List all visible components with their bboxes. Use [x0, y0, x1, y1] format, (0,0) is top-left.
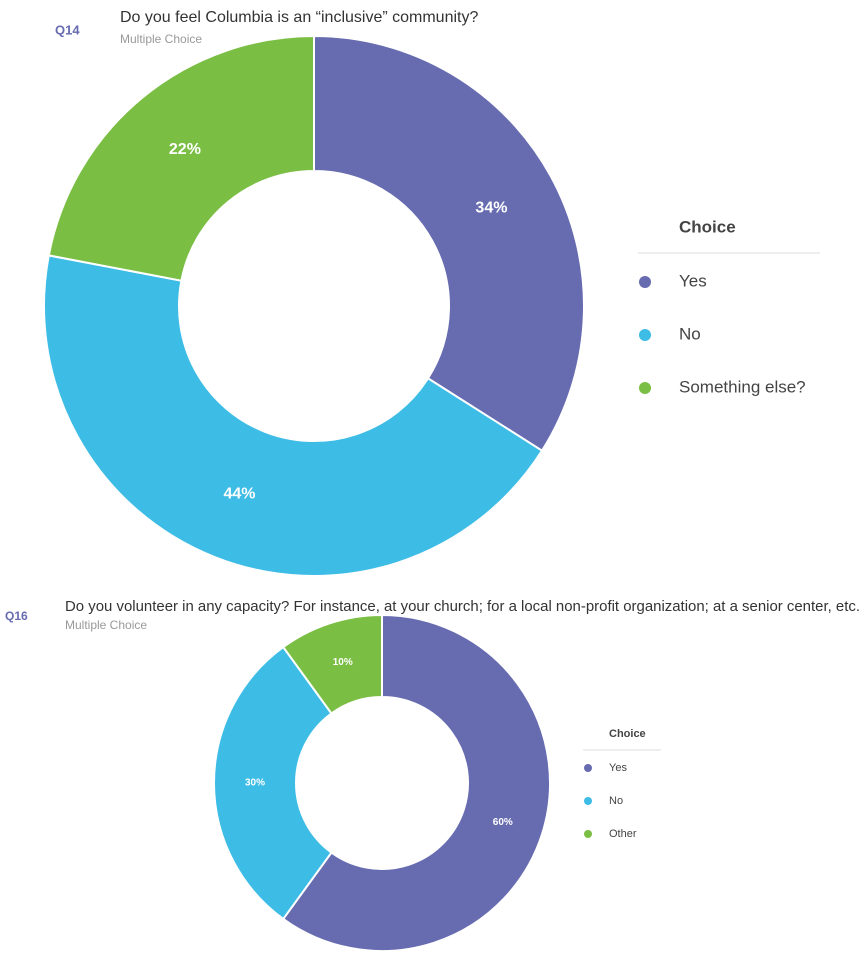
- legend-marker: [584, 830, 592, 838]
- legend-label: Something else?: [679, 377, 806, 396]
- donut-slice: [281, 613, 383, 715]
- donut-slice: [313, 34, 585, 453]
- donut-slice: [213, 645, 333, 921]
- legend-label: No: [609, 795, 623, 807]
- slice-label: 34%: [475, 200, 507, 217]
- legend-label: Other: [609, 828, 637, 840]
- legend-marker: [584, 764, 592, 772]
- question-type: Multiple Choice: [65, 618, 147, 632]
- donut-slice: [47, 34, 315, 282]
- question-number: Q14: [55, 22, 80, 37]
- legend-title: Choice: [679, 217, 736, 236]
- legend-title: Choice: [609, 728, 646, 740]
- donut-slice: [281, 613, 551, 952]
- slice-label: 44%: [223, 485, 255, 502]
- legend-marker: [584, 797, 592, 805]
- slice-label: 22%: [169, 141, 201, 158]
- question-number: Q16: [5, 609, 28, 623]
- legend-marker: [639, 329, 651, 341]
- legend-label: Yes: [679, 271, 707, 290]
- legend-label: Yes: [609, 762, 627, 774]
- legend-label: No: [679, 324, 701, 343]
- slice-label: 30%: [245, 778, 265, 789]
- question-title: Do you volunteer in any capacity? For in…: [65, 598, 860, 615]
- legend-marker: [639, 382, 651, 394]
- legend-marker: [639, 276, 651, 288]
- donut-slice: [43, 254, 544, 578]
- slice-label: 60%: [493, 817, 513, 828]
- question-title: Do you feel Columbia is an “inclusive” c…: [120, 9, 478, 26]
- slice-label: 10%: [333, 657, 353, 668]
- question-type: Multiple Choice: [120, 32, 202, 46]
